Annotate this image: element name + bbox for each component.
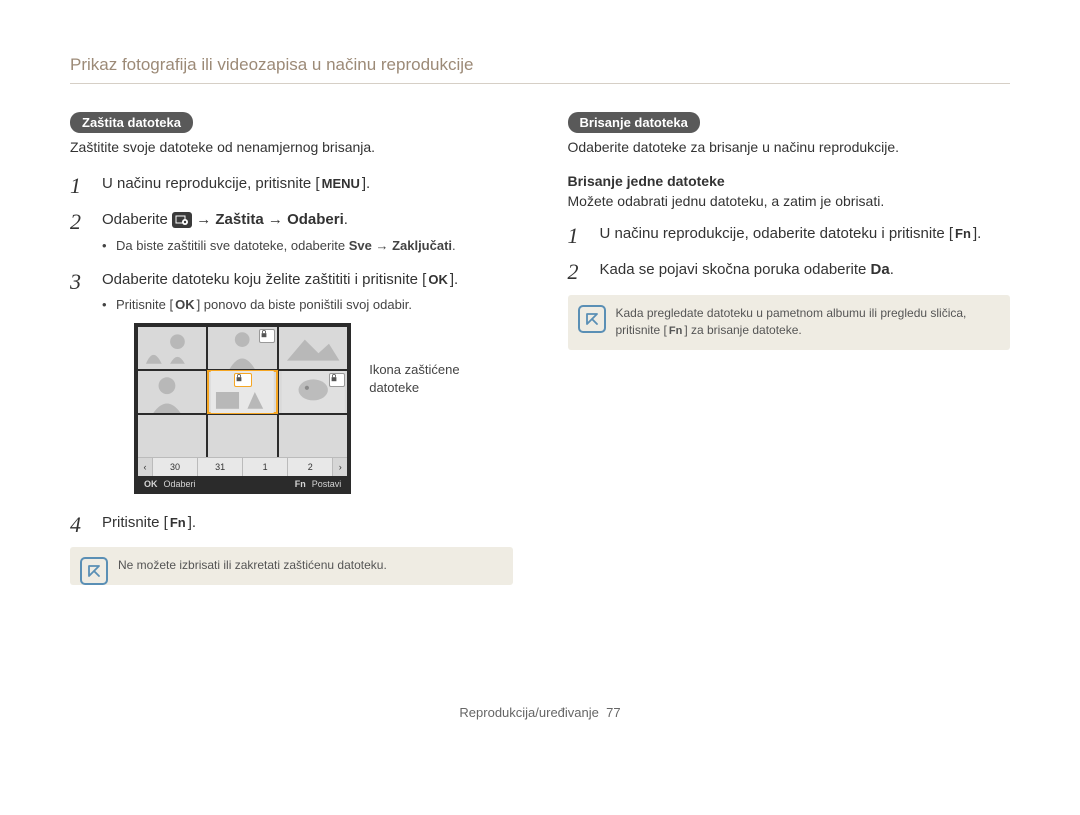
step-3-sub: Pritisnite [OK] ponovo da biste poništil…	[102, 296, 513, 314]
note-text: ] za brisanje datoteke.	[684, 323, 801, 337]
text: .	[452, 238, 456, 253]
caption: Ikona zaštićene datoteke	[369, 323, 512, 399]
thumb	[208, 327, 276, 369]
note-icon	[80, 557, 108, 585]
pill-delete: Brisanje datoteka	[568, 112, 700, 133]
note-text: Ne možete izbrisati ili zakretati zaštić…	[118, 558, 387, 572]
footer-section: Reprodukcija/uređivanje	[459, 705, 598, 720]
arrow: →	[264, 211, 287, 228]
pill-protect: Zaštita datoteka	[70, 112, 193, 133]
step-2-sub: Da biste zaštitili sve datoteke, odaberi…	[102, 237, 513, 255]
text: Zaključati	[392, 238, 452, 253]
thumb	[279, 371, 347, 413]
thumb-selected	[208, 371, 276, 413]
text: Odaberite	[102, 211, 172, 228]
arrow: →	[192, 211, 215, 228]
text: Pritisnite [	[102, 514, 168, 531]
text: ] ponovo da biste poništili svoj odabir.	[197, 297, 412, 312]
text: ].	[973, 225, 981, 242]
step-r1: U načinu reprodukcije, odaberite datotek…	[568, 223, 1011, 245]
date: 30	[153, 458, 198, 476]
fn-label: Postavi	[312, 478, 342, 491]
intro-right: Odaberite datoteke za brisanje u načinu …	[568, 139, 1011, 155]
settings-icon	[172, 212, 192, 228]
right-column: Brisanje datoteka Odaberite datoteke za …	[568, 112, 1011, 585]
subintro: Možete odabrati jednu datoteku, a zatim …	[568, 193, 1011, 209]
footer-page: 77	[606, 705, 620, 720]
date: 31	[198, 458, 243, 476]
step-2: Odaberite → Zaštita → Odaberi. Da biste …	[70, 209, 513, 255]
thumb	[138, 327, 206, 369]
ok-key: OK	[144, 478, 158, 491]
text: U načinu reprodukcije, odaberite datotek…	[600, 225, 954, 242]
thumb	[138, 371, 206, 413]
fn-key: Fn	[667, 324, 684, 340]
fn-key: Fn	[953, 225, 973, 244]
thumb	[279, 327, 347, 369]
step-4: Pritisnite [Fn].	[70, 512, 513, 534]
lock-icon	[259, 329, 275, 343]
left-arrow: ‹	[138, 458, 153, 476]
thumbnail-grid: ‹ 30 31 1 2 › OK Odaberi	[134, 323, 351, 494]
ok-key: OK	[173, 296, 197, 314]
text: ].	[188, 514, 196, 531]
step-1: U načinu reprodukcije, pritisnite [MENU]…	[70, 173, 513, 195]
lock-icon	[329, 373, 345, 387]
text: ].	[450, 271, 458, 288]
note-icon	[578, 305, 606, 333]
ok-key: OK	[426, 271, 450, 290]
thumb	[208, 415, 276, 457]
date-bar: ‹ 30 31 1 2 ›	[138, 457, 347, 476]
intro-left: Zaštitite svoje datoteke od nenamjernog …	[70, 139, 513, 155]
page-footer: Reprodukcija/uređivanje 77	[70, 705, 1010, 720]
text: Pritisnite [	[116, 297, 173, 312]
text: Odaberi	[287, 211, 344, 228]
page-title: Prikaz fotografija ili videozapisa u nač…	[70, 55, 1010, 84]
text: U načinu reprodukcije, pritisnite [	[102, 175, 320, 192]
thumb	[279, 415, 347, 457]
fn-key: Fn	[295, 478, 306, 491]
fn-key: Fn	[168, 514, 188, 533]
ok-label: Odaberi	[164, 478, 196, 491]
lock-selected-icon	[234, 373, 252, 387]
date: 2	[288, 458, 332, 476]
text: .	[344, 211, 348, 228]
action-bar: OK Odaberi Fn Postavi	[138, 476, 347, 494]
text: Sve	[349, 238, 372, 253]
text: →	[372, 238, 392, 253]
text: Da biste zaštitili sve datoteke, odaberi…	[116, 238, 349, 253]
right-arrow: ›	[332, 458, 347, 476]
text: Odaberite datoteku koju želite zaštititi…	[102, 271, 426, 288]
text: ].	[362, 175, 370, 192]
note-box: Ne možete izbrisati ili zakretati zaštić…	[70, 547, 513, 584]
menu-key: MENU	[320, 175, 362, 194]
date: 1	[243, 458, 288, 476]
thumb	[138, 415, 206, 457]
step-r2: Kada se pojavi skočna poruka odaberite D…	[568, 259, 1011, 281]
left-column: Zaštita datoteka Zaštitite svoje datotek…	[70, 112, 513, 585]
text: .	[890, 261, 894, 278]
text: Zaštita	[215, 211, 263, 228]
note-box: Kada pregledate datoteku u pametnom albu…	[568, 295, 1011, 350]
step-3: Odaberite datoteku koju želite zaštititi…	[70, 269, 513, 494]
subheading: Brisanje jedne datoteke	[568, 173, 1011, 189]
text: Da	[871, 261, 890, 278]
text: Kada se pojavi skočna poruka odaberite	[600, 261, 871, 278]
